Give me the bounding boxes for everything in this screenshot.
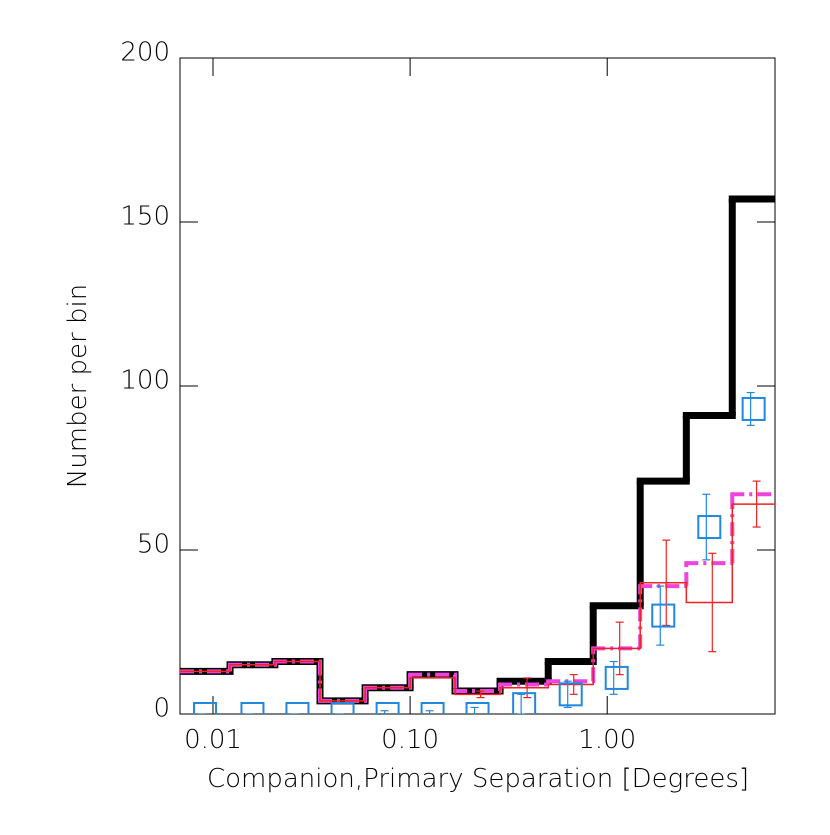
y-tick-label: 100 [120,366,170,396]
y-tick-label: 50 [137,530,170,560]
square-marker [420,702,445,714]
y-axis-label: Number per bin [63,284,93,488]
square-marker [651,603,676,628]
square-marker [240,702,265,714]
square-marker [604,665,629,690]
square-marker [697,515,722,540]
square-marker [558,682,583,707]
square-marker [375,702,400,714]
x-axis-label: Companion,Primary Separation [Degrees] [207,764,749,794]
square-marker [741,396,766,421]
square-marker [285,702,310,714]
square-marker [330,702,355,714]
x-tick-label: 1.00 [578,725,636,755]
y-tick-label: 0 [153,694,170,724]
square-marker [465,702,490,714]
square-marker [512,692,537,714]
x-tick-label: 0.10 [381,725,439,755]
y-tick-label: 200 [120,38,170,68]
square-marker [193,702,218,714]
y-tick-label: 150 [120,202,170,232]
x-tick-label: 0.01 [184,725,242,755]
